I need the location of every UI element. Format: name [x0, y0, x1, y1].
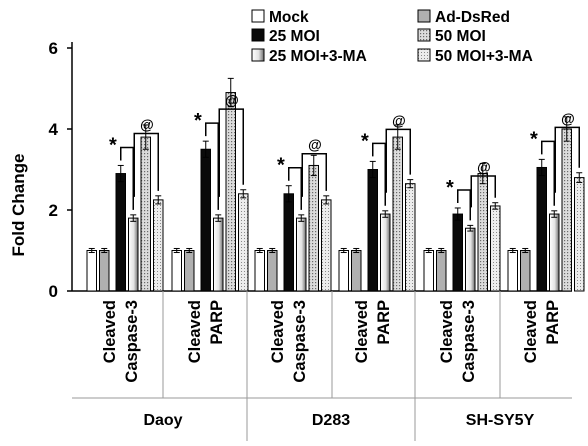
bar: [321, 199, 332, 292]
significance-bracket: [470, 175, 496, 208]
bar: [490, 205, 501, 292]
group-label: SH-SY5Y: [466, 412, 535, 429]
bar: [267, 250, 278, 292]
bar: [507, 250, 518, 292]
bar: [225, 92, 236, 292]
y-tick-label: 4: [49, 120, 59, 139]
bar: [184, 250, 195, 292]
significance-at: @: [308, 137, 322, 153]
significance-bracket: [288, 166, 302, 210]
significance-bracket: [554, 126, 580, 193]
bar: [392, 136, 403, 292]
sub-label-line2: Caspase-3: [460, 300, 478, 383]
significance-bracket: [120, 146, 134, 210]
y-tick-label: 6: [49, 39, 58, 58]
legend-swatch: [417, 48, 431, 62]
group-label: D283: [312, 412, 350, 429]
bar: [452, 213, 463, 292]
sub-label-line2: PARP: [544, 300, 562, 345]
significance-at: @: [140, 116, 154, 132]
bar: [200, 148, 211, 292]
sub-label-line2: Caspase-3: [123, 300, 141, 383]
bar: [283, 193, 294, 292]
bar: [99, 250, 110, 292]
bar: [296, 217, 307, 292]
legend-swatch: [251, 28, 265, 42]
sub-label-line1: Cleaved: [353, 300, 371, 363]
significance-bracket: [218, 108, 244, 197]
sub-label-line1: Cleaved: [186, 300, 204, 363]
legend-label: Mock: [269, 9, 309, 26]
significance-bracket: [385, 128, 411, 193]
legend-label: Ad-DsRed: [435, 9, 510, 26]
legend-swatch: [251, 48, 265, 62]
bar: [561, 128, 572, 292]
significance-star: *: [277, 155, 285, 177]
sub-label-line1: Cleaved: [522, 300, 540, 363]
significance-bracket: [205, 122, 219, 210]
bar: [465, 227, 476, 292]
bar: [153, 199, 164, 292]
group-label: Daoy: [143, 412, 182, 429]
significance-at: @: [225, 92, 239, 108]
bar: [338, 250, 349, 292]
significance-bracket: [301, 152, 327, 197]
sub-label-line2: PARP: [208, 300, 226, 345]
bar: [115, 173, 126, 292]
y-tick-label: 2: [49, 201, 58, 220]
bar: [380, 213, 391, 292]
legend-label: 50 MOI: [435, 28, 486, 45]
significance-star: *: [109, 134, 117, 156]
bar: [549, 213, 560, 292]
bar: [436, 250, 447, 292]
significance-at: @: [477, 159, 491, 175]
bar: [86, 250, 97, 292]
significance-bracket: [457, 189, 471, 221]
legend: Mock Ad-DsRed 25 MOI 50 MOI 25 MOI+3-MA 50 MO…: [251, 9, 533, 65]
significance-star: *: [530, 128, 538, 150]
significance-star: *: [194, 110, 202, 132]
bar: [128, 217, 139, 292]
significance-bracket: [133, 132, 159, 197]
bar: [477, 173, 488, 292]
legend-swatch: [417, 28, 431, 42]
bar: [351, 250, 362, 292]
bar: [140, 136, 151, 292]
legend-swatch: [251, 9, 265, 23]
legend-swatch: [417, 9, 431, 23]
significance-at: @: [392, 112, 406, 128]
bar: [308, 164, 319, 292]
bar: [213, 217, 224, 292]
legend-label: 25 MOI: [269, 28, 320, 45]
significance-star: *: [446, 177, 454, 199]
sub-label-line1: Cleaved: [269, 300, 287, 363]
sub-label-line2: Caspase-3: [291, 300, 309, 383]
sub-label-line1: Cleaved: [438, 300, 456, 363]
sub-label-line1: Cleaved: [101, 300, 119, 363]
sub-label-line2: PARP: [375, 300, 393, 345]
significance-bracket: [541, 140, 555, 206]
bar: [238, 193, 249, 292]
significance-star: *: [361, 130, 369, 152]
y-tick-label: 0: [49, 282, 58, 301]
bar: [520, 250, 531, 292]
bar: [171, 250, 182, 292]
y-axis-label: Fold Change: [9, 154, 28, 257]
significance-bracket: [372, 142, 386, 206]
bar: [367, 169, 378, 292]
legend-label: 25 MOI+3-MA: [269, 48, 367, 65]
bar: [536, 166, 547, 292]
bar: [405, 183, 416, 292]
bar: [423, 250, 434, 292]
bar: [254, 250, 265, 292]
legend-label: 50 MOI+3-MA: [435, 48, 533, 65]
significance-at: @: [561, 110, 575, 126]
bar: [574, 177, 585, 292]
